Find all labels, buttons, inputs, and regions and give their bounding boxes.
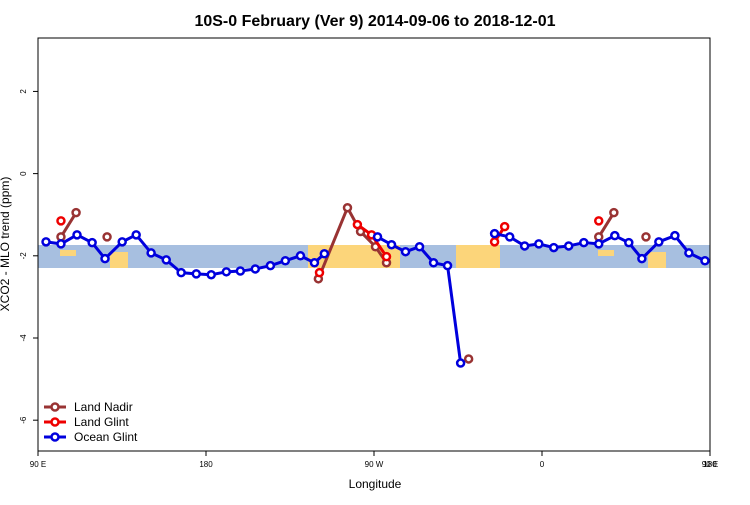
point xyxy=(463,354,474,364)
point xyxy=(684,248,694,258)
point xyxy=(563,241,574,251)
y-axis-label: XCO2 - MLO trend (ppm) xyxy=(0,177,12,312)
point xyxy=(235,266,246,276)
point xyxy=(131,230,141,240)
legend-label: Ocean Glint xyxy=(74,430,138,444)
point xyxy=(41,237,51,247)
point xyxy=(637,253,647,264)
point xyxy=(534,239,544,249)
point xyxy=(117,237,127,247)
y-tick-label: -6 xyxy=(19,416,28,424)
point xyxy=(72,230,82,240)
land-area xyxy=(110,252,128,268)
point xyxy=(519,241,530,251)
legend-marker xyxy=(50,432,60,442)
point xyxy=(428,258,439,268)
x-tick-label: 90 E xyxy=(30,460,46,469)
point xyxy=(221,267,232,277)
legend-marker xyxy=(50,402,60,412)
point xyxy=(400,246,411,257)
point xyxy=(161,255,171,265)
point xyxy=(319,248,330,259)
point xyxy=(499,221,510,232)
point xyxy=(414,242,425,252)
point xyxy=(593,216,604,226)
point xyxy=(579,237,589,248)
point xyxy=(71,207,81,218)
point xyxy=(489,228,500,239)
y-tick-label: 0 xyxy=(19,171,28,176)
point xyxy=(295,251,306,261)
point xyxy=(610,230,620,241)
point xyxy=(250,264,261,274)
land-area xyxy=(598,250,614,256)
point xyxy=(102,232,112,242)
x-tick-label: 90 E xyxy=(702,460,718,469)
legend-label: Land Glint xyxy=(74,415,129,429)
point xyxy=(442,260,453,271)
chart-title: 10S-0 February (Ver 9) 2014-09-06 to 201… xyxy=(194,13,555,30)
point xyxy=(609,207,619,218)
point xyxy=(342,202,353,213)
x-tick-label: 180 xyxy=(703,460,717,469)
point xyxy=(489,237,500,247)
x-tick-label: 0 xyxy=(540,460,545,469)
point xyxy=(504,232,515,242)
point xyxy=(146,248,156,258)
point xyxy=(372,232,383,242)
point xyxy=(309,258,320,268)
point xyxy=(176,267,186,278)
point xyxy=(265,260,276,271)
land-area xyxy=(456,245,500,268)
y-tick-label: 2 xyxy=(19,89,28,94)
point xyxy=(641,232,651,242)
point xyxy=(455,358,466,368)
point xyxy=(386,239,397,250)
x-tick-label: 180 xyxy=(199,460,213,469)
point xyxy=(593,239,604,249)
point xyxy=(56,216,66,226)
legend-label: Land Nadir xyxy=(74,400,133,414)
point xyxy=(100,253,110,264)
point xyxy=(280,255,291,266)
x-tick-label: 90 W xyxy=(365,460,384,469)
point xyxy=(87,237,97,248)
land-area xyxy=(648,252,666,268)
point xyxy=(670,230,680,241)
point xyxy=(191,269,202,279)
legend-marker xyxy=(50,417,60,427)
y-tick-label: -4 xyxy=(19,334,28,342)
point xyxy=(56,239,66,249)
y-tick-label: -2 xyxy=(19,252,28,260)
point xyxy=(654,237,664,247)
series-line xyxy=(61,208,646,279)
point xyxy=(549,242,559,253)
point xyxy=(314,267,325,278)
point xyxy=(700,255,710,266)
point xyxy=(206,269,216,280)
point xyxy=(381,251,392,262)
point xyxy=(624,237,634,248)
x-axis-label: Longitude xyxy=(349,477,402,491)
point xyxy=(352,219,363,230)
land-area xyxy=(60,250,76,256)
